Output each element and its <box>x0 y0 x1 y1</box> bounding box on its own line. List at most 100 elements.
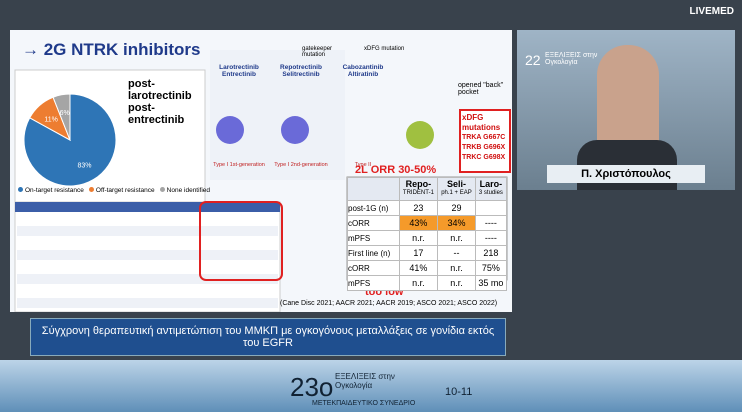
table-cell: cORR <box>347 260 400 276</box>
drug-name: Repotrectinib Selitrectinib <box>280 64 322 78</box>
column-name: Seli- <box>446 179 466 189</box>
drug-name: Larotrectinib Entrectinib <box>219 64 259 78</box>
legend-swatch <box>18 187 23 192</box>
legend-label: None identified <box>166 187 211 194</box>
table-cell: ---- <box>474 215 508 231</box>
banner: 23ο ΕΞΕΛΙΞΕΙΣ στην Ογκολογία ΜΕΤΕΚΠΑΙΔΕΥ… <box>0 360 742 412</box>
banner-number: 23ο <box>290 372 334 402</box>
table-header: Repo- TRIDENT-1 Seli-ph.1 + EAP Laro- 3 stud… <box>347 177 508 201</box>
column-header <box>347 177 400 201</box>
column-header: Seli-ph.1 + EAP <box>437 177 476 201</box>
table-row: cORR 41% n.r. 75% <box>347 260 508 276</box>
column-name: Repo- <box>405 179 432 189</box>
table-row <box>17 286 278 296</box>
table-cell: post-1G (n) <box>347 200 400 216</box>
pie-legend: On-target resistance Off-target resistanc… <box>18 187 210 194</box>
column-sub: ph.1 + EAP <box>441 190 472 196</box>
table-cell: n.r. <box>437 275 476 291</box>
drug-note: Type II <box>354 162 372 168</box>
table-cell: ---- <box>474 230 508 246</box>
orr-table: Repo- TRIDENT-1 Seli-ph.1 + EAP Laro- 3 stud… <box>347 177 508 291</box>
drug-name: Cabozantinib Altiratinib <box>342 64 384 78</box>
speaker-name: Π. Χριστόπουλος <box>547 165 705 183</box>
table-cell: mPFS <box>347 230 400 246</box>
table-cell: 17 <box>398 245 439 261</box>
table-cell: 34% <box>437 215 476 231</box>
drug-note: Type I 2nd-generation <box>274 162 328 168</box>
table-row: cORR 43% 34% ---- <box>347 215 508 231</box>
table-rows <box>17 214 278 308</box>
pocket-note: opened "back" pocket <box>458 82 504 96</box>
drugs: Larotrectinib Entrectinib Type I 1st-gene… <box>210 44 404 184</box>
drug-note: Type I 1st-generation <box>213 162 265 168</box>
table-cell: n.r. <box>437 230 476 246</box>
speaker-video: 22 ΕΞΕΛΙΞΕΙΣ στην Ογκολογία Π. Χριστόπου… <box>517 30 735 190</box>
highlight <box>199 201 283 281</box>
slice-label: 6% <box>60 110 70 117</box>
table-cell: 35 mo <box>474 275 508 291</box>
table-row: mPFS n.r. n.r. 35 mo <box>347 275 508 291</box>
column-header: Laro- 3 studies <box>474 177 508 201</box>
badge-text: ΕΞΕΛΙΞΕΙΣ στην Ογκολογία <box>545 52 598 66</box>
banner-title: ΕΞΕΛΙΞΕΙΣ στην Ογκολογία <box>335 372 395 390</box>
legend-swatch <box>88 187 94 192</box>
legend-label: On-target resistance <box>25 187 84 194</box>
structures <box>210 50 345 180</box>
table-cell <box>474 200 508 216</box>
slide-title: → 2G NTRK inhibitors <box>22 40 201 59</box>
table-row: First line (n) 17 -- 218 <box>347 245 508 261</box>
drug-mutation: gatekeeper mutation <box>302 46 333 58</box>
table-row: mPFS n.r. n.r. ---- <box>347 230 508 246</box>
table-cell: 41% <box>398 260 439 276</box>
table-row: post-1G (n) 23 29 <box>347 200 508 216</box>
table-cell: 29 <box>437 200 476 216</box>
column-sub: TRIDENT-1 <box>402 190 434 196</box>
xdfg-box <box>459 109 511 173</box>
table-row <box>17 226 278 236</box>
table-cell: 218 <box>474 245 508 261</box>
xdfg-title: xDFG mutations <box>462 113 501 132</box>
citation: (Cane Disc 2021; AACR 2021; AACR 2019; A… <box>280 300 498 307</box>
caption: Σύγχρονη θεραπευτική αντιμετώπιση του ΜΜ… <box>30 318 506 356</box>
legend-label: Off-target resistance <box>95 187 155 194</box>
table-cell: -- <box>437 245 476 261</box>
legend-item: On-target resistance <box>18 187 84 194</box>
slice-label: 83% <box>78 163 92 170</box>
table-row <box>17 298 278 308</box>
table-cell: mPFS <box>347 275 400 291</box>
legend-item: Off-target resistance <box>88 187 155 194</box>
table-row <box>17 238 278 248</box>
xdfg-item: TRKB G696X <box>462 144 506 151</box>
table-row <box>17 262 278 272</box>
table-cell: n.r. <box>398 275 439 291</box>
table-cell: n.r. <box>437 260 476 276</box>
table-cell: 43% <box>398 215 439 231</box>
column-sub: 3 studies <box>478 190 503 196</box>
xdfg-items: TRKA G667C TRKB G696X TRKC G698X <box>462 133 510 163</box>
pie-slice <box>52 93 71 141</box>
slice-label: 11% <box>44 117 58 124</box>
table-cell: 75% <box>474 260 508 276</box>
logo: LIVEMED <box>689 6 734 17</box>
table-cell: First line (n) <box>347 245 400 261</box>
molecule <box>406 121 434 149</box>
xdfg: xDFG mutations TRKA G667C TRKB G696X TRKC … <box>462 113 510 163</box>
table-cell: n.r. <box>398 230 439 246</box>
xdfg-item: TRKA G667C <box>462 134 506 141</box>
xdfg-item: TRKC G698X <box>462 154 506 161</box>
legend-swatch <box>159 187 165 192</box>
banner-dates: 10-11 <box>445 386 473 398</box>
annotation: 2L ORR 30-50% <box>355 164 437 176</box>
table-row <box>17 250 278 260</box>
table-cell: cORR <box>347 215 400 231</box>
table-cell: 23 <box>398 200 439 216</box>
table-row <box>17 214 278 224</box>
molecule <box>281 116 309 144</box>
resistance-heading: post-larotrectinib post-entrectinib <box>128 78 192 126</box>
banner-subtitle: ΜΕΤΕΚΠΑΙΔΕΥΤΙΚΟ ΣΥΝΕΔΡΙΟ <box>312 400 416 407</box>
table-row <box>17 274 278 284</box>
column-header: Repo- TRIDENT-1 <box>398 177 439 201</box>
legend-item: None identified <box>159 187 211 194</box>
molecule <box>216 116 244 144</box>
